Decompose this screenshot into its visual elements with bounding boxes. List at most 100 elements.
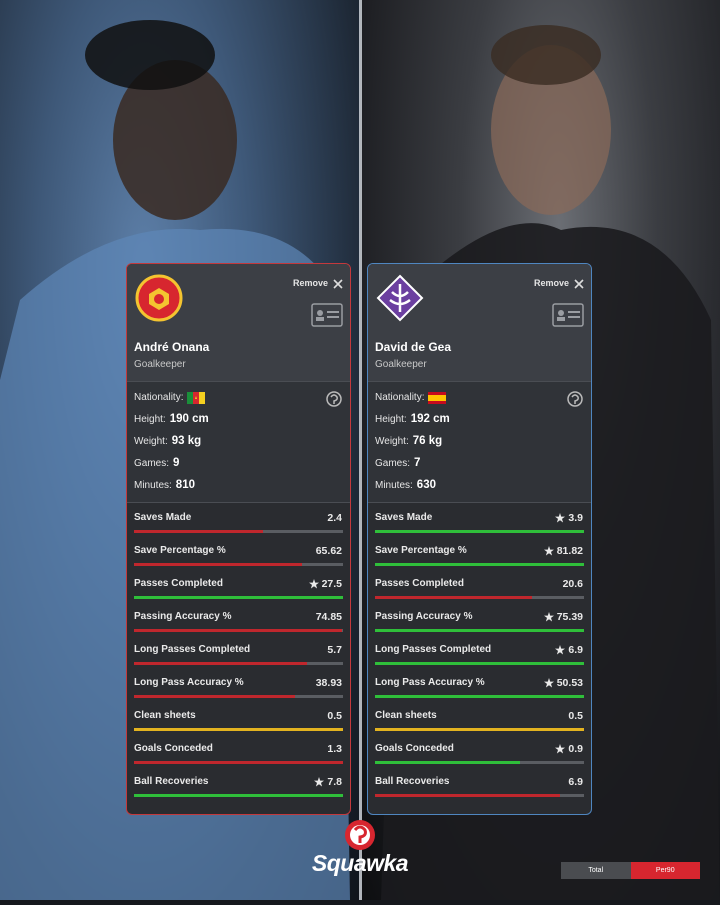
stat-bar-track xyxy=(375,728,584,731)
stat-bar xyxy=(375,662,584,665)
stat-bar xyxy=(375,596,532,599)
info-value: 190 cm xyxy=(169,413,209,425)
stat-bar-track xyxy=(134,530,343,533)
stat-value: 65.62 xyxy=(315,545,342,557)
stat-label: Long Pass Accuracy % xyxy=(134,677,244,688)
brand-mark xyxy=(567,391,583,407)
stat-label: Passes Completed xyxy=(134,578,223,589)
remove-icon[interactable] xyxy=(574,279,584,289)
info-label: Nationality: xyxy=(375,392,425,403)
stat-label: Ball Recoveries xyxy=(134,776,209,787)
stat-bar xyxy=(375,563,584,566)
best-star xyxy=(314,777,325,787)
stat-bar-track xyxy=(134,662,343,665)
stat-bar xyxy=(134,761,343,764)
info-value: 93 kg xyxy=(171,435,202,447)
info-section: Nationality: Height: 192 cm Weight: 76 kg Gam… xyxy=(368,381,591,503)
toggle-option[interactable]: Total xyxy=(561,862,631,879)
stat-bar xyxy=(375,761,520,764)
id-card-icon xyxy=(311,303,343,327)
stat-value: 50.53 xyxy=(556,677,583,689)
nationality-flag xyxy=(187,392,206,404)
best-star xyxy=(308,579,319,589)
divider xyxy=(359,0,362,900)
stat-bar-track xyxy=(134,728,343,731)
info-label: Height: xyxy=(375,414,407,425)
player-name: André Onana xyxy=(134,340,210,354)
stat-bar xyxy=(375,695,584,698)
player-position: Goalkeeper xyxy=(134,359,186,370)
best-star xyxy=(555,744,566,754)
stat-bar xyxy=(134,530,263,533)
info-value: 810 xyxy=(175,479,195,491)
stat-value: 75.39 xyxy=(556,611,583,623)
remove-button[interactable]: Remove xyxy=(292,278,328,288)
info-label: Minutes: xyxy=(375,480,413,491)
remove-icon[interactable] xyxy=(333,279,343,289)
player-card: Remove André Onana Goalkeeper Nationality: H… xyxy=(126,263,351,815)
info-label: Weight: xyxy=(375,436,409,447)
stat-value: 3.9 xyxy=(568,512,583,524)
info-label: Height: xyxy=(134,414,166,425)
stat-value: 0.9 xyxy=(568,743,583,755)
stat-bar xyxy=(134,728,343,731)
best-star xyxy=(543,678,554,688)
stat-bar-track xyxy=(134,761,343,764)
stat-bar xyxy=(134,563,302,566)
stat-label: Goals Conceded xyxy=(134,743,213,754)
club-badge xyxy=(135,274,183,322)
stat-bar-track xyxy=(134,596,343,599)
stat-label: Ball Recoveries xyxy=(375,776,450,787)
info-section: Nationality: Height: 190 cm Weight: 93 kg Gam… xyxy=(127,381,350,503)
stat-value: 0.5 xyxy=(327,710,342,722)
card-header: Remove David de Gea Goalkeeper xyxy=(368,264,591,381)
stat-label: Goals Conceded xyxy=(375,743,454,754)
stat-bar-track xyxy=(375,794,584,797)
stat-label: Long Passes Completed xyxy=(375,644,492,655)
stat-bar-track xyxy=(134,629,343,632)
toggle-option[interactable]: Per90 xyxy=(630,862,700,879)
stat-label: Passing Accuracy % xyxy=(134,611,232,622)
brand-icon xyxy=(345,820,375,850)
info-label: Minutes: xyxy=(134,480,172,491)
info-label: Games: xyxy=(375,458,411,469)
stat-bar-track xyxy=(134,794,343,797)
brand: Squawka xyxy=(311,850,409,876)
best-star xyxy=(543,546,554,556)
stat-label: Passes Completed xyxy=(375,578,464,589)
stat-bar xyxy=(134,794,343,797)
stat-label: Long Passes Completed xyxy=(134,644,251,655)
best-star xyxy=(555,645,566,655)
stat-bar xyxy=(375,530,584,533)
info-label: Weight: xyxy=(134,436,168,447)
stat-value: 6.9 xyxy=(568,776,583,788)
info-value: 192 cm xyxy=(410,413,450,425)
stat-bar xyxy=(134,695,296,698)
stat-label: Clean sheets xyxy=(375,710,437,721)
remove-button[interactable]: Remove xyxy=(533,278,569,288)
stat-value: 1.3 xyxy=(327,743,342,755)
best-star xyxy=(555,513,566,523)
player-card: Remove David de Gea Goalkeeper Nationality:… xyxy=(367,263,592,815)
stat-bar-track xyxy=(375,563,584,566)
info-label: Nationality: xyxy=(134,392,184,403)
view-toggle: Total Per90 xyxy=(561,862,700,879)
info-value: 630 xyxy=(416,479,436,491)
stat-bar-track xyxy=(134,563,343,566)
stat-label: Saves Made xyxy=(375,512,433,523)
stat-value: 5.7 xyxy=(327,644,342,656)
brand-mark xyxy=(326,391,342,407)
card-header: Remove André Onana Goalkeeper xyxy=(127,264,350,381)
id-card-icon xyxy=(552,303,584,327)
stat-bar-track xyxy=(375,530,584,533)
stat-value: 6.9 xyxy=(568,644,583,656)
info-value: 9 xyxy=(173,457,180,469)
stat-bar xyxy=(375,629,584,632)
stat-bar xyxy=(134,662,307,665)
stat-bar-track xyxy=(375,761,584,764)
stat-value: 7.8 xyxy=(327,776,342,788)
stat-label: Passing Accuracy % xyxy=(375,611,473,622)
stat-value: 74.85 xyxy=(315,611,342,623)
nationality-flag xyxy=(428,392,447,404)
stat-bar-track xyxy=(375,662,584,665)
